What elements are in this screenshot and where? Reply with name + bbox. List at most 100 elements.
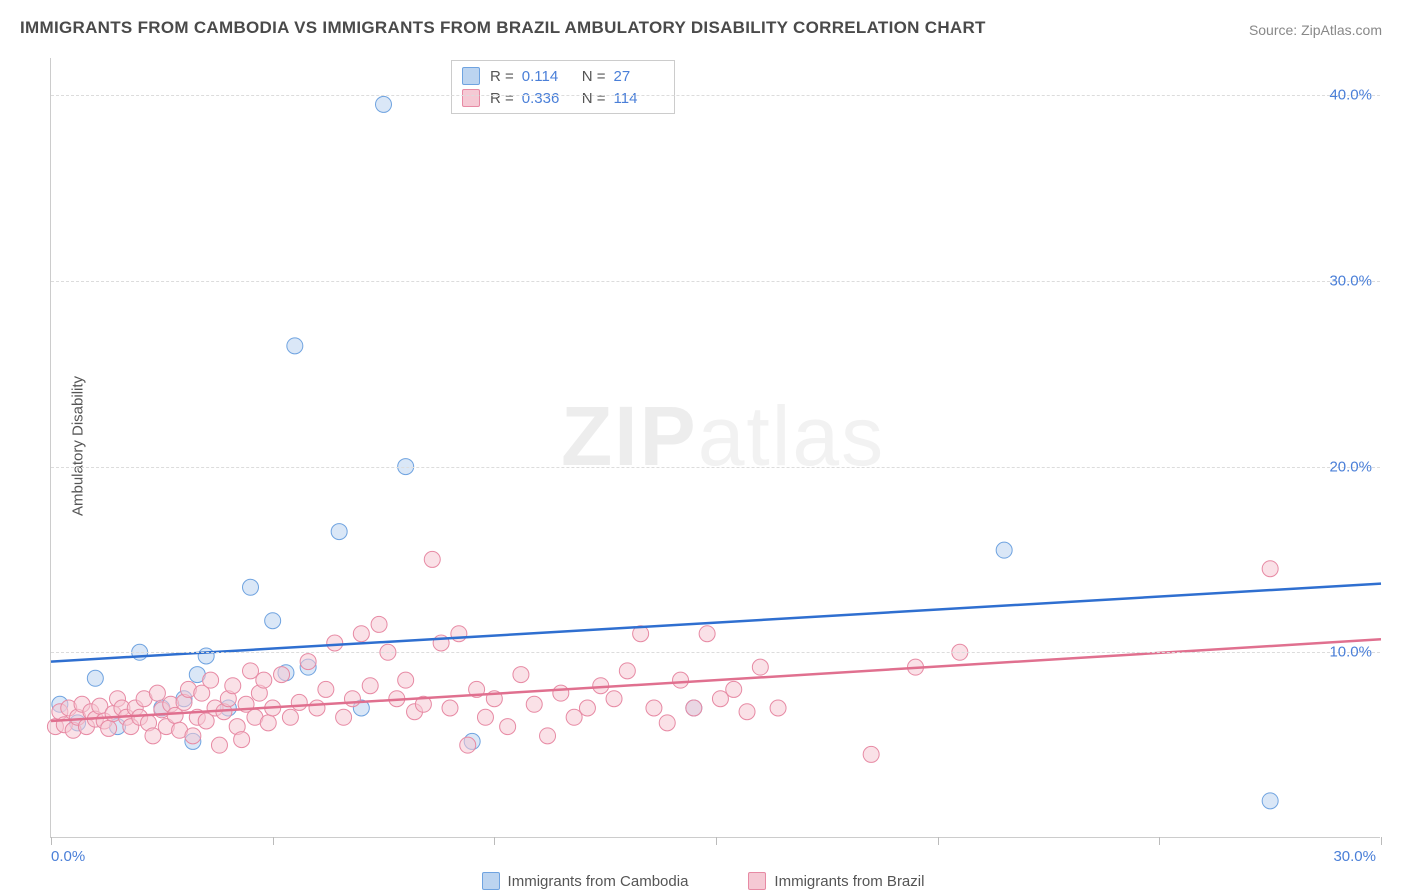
- x-tick-label: 0.0%: [51, 848, 85, 865]
- x-tick: [273, 837, 274, 845]
- data-point: [234, 732, 250, 748]
- data-point: [203, 672, 219, 688]
- legend-n-value: 114: [614, 90, 664, 107]
- data-point: [327, 635, 343, 651]
- data-point: [477, 709, 493, 725]
- legend-r-value: 0.336: [522, 90, 572, 107]
- data-point: [513, 667, 529, 683]
- data-point: [526, 696, 542, 712]
- data-point: [566, 709, 582, 725]
- x-tick: [1159, 837, 1160, 845]
- y-tick-label: 40.0%: [1329, 87, 1372, 104]
- x-tick: [1381, 837, 1382, 845]
- data-point: [686, 700, 702, 716]
- data-point: [211, 737, 227, 753]
- data-point: [344, 691, 360, 707]
- data-point: [87, 670, 103, 686]
- data-point: [460, 737, 476, 753]
- gridline: [51, 652, 1380, 653]
- legend-swatch: [462, 67, 480, 85]
- data-point: [198, 648, 214, 664]
- gridline: [51, 467, 1380, 468]
- data-point: [863, 746, 879, 762]
- data-point: [336, 709, 352, 725]
- data-point: [282, 709, 298, 725]
- data-point: [260, 715, 276, 731]
- data-point: [243, 663, 259, 679]
- x-tick: [716, 837, 717, 845]
- x-tick: [494, 837, 495, 845]
- data-point: [1262, 793, 1278, 809]
- data-point: [1262, 561, 1278, 577]
- legend-swatch: [462, 89, 480, 107]
- legend-swatch: [748, 872, 766, 890]
- data-point: [225, 678, 241, 694]
- series-legend: Immigrants from Cambodia Immigrants from …: [0, 872, 1406, 890]
- series-legend-item: Immigrants from Brazil: [748, 872, 924, 890]
- data-point: [398, 672, 414, 688]
- data-point: [739, 704, 755, 720]
- data-point: [291, 694, 307, 710]
- data-point: [424, 551, 440, 567]
- chart-svg: [51, 58, 1380, 837]
- data-point: [145, 728, 161, 744]
- data-point: [149, 685, 165, 701]
- data-point: [770, 700, 786, 716]
- y-tick-label: 20.0%: [1329, 458, 1372, 475]
- data-point: [243, 579, 259, 595]
- data-point: [309, 700, 325, 716]
- legend-r-value: 0.114: [522, 68, 572, 85]
- data-point: [442, 700, 458, 716]
- legend-row: R = 0.336 N = 114: [462, 87, 664, 109]
- data-point: [300, 654, 316, 670]
- correlation-legend: R = 0.114 N = 27 R = 0.336 N = 114: [451, 60, 675, 114]
- data-point: [726, 681, 742, 697]
- series-legend-label: Immigrants from Cambodia: [508, 873, 689, 890]
- source-attribution: Source: ZipAtlas.com: [1249, 22, 1382, 38]
- data-point: [451, 626, 467, 642]
- data-point: [659, 715, 675, 731]
- data-point: [371, 616, 387, 632]
- legend-n-label: N =: [582, 90, 606, 107]
- data-point: [500, 719, 516, 735]
- data-point: [699, 626, 715, 642]
- y-tick-label: 30.0%: [1329, 272, 1372, 289]
- data-point: [752, 659, 768, 675]
- series-legend-label: Immigrants from Brazil: [774, 873, 924, 890]
- data-point: [606, 691, 622, 707]
- legend-r-label: R =: [490, 90, 514, 107]
- data-point: [362, 678, 378, 694]
- data-point: [265, 613, 281, 629]
- x-tick: [938, 837, 939, 845]
- data-point: [101, 720, 117, 736]
- plot-area: ZIPatlas R =0.114N =27R =0.336N =114 10.…: [50, 58, 1380, 838]
- legend-row: R = 0.114 N = 27: [462, 65, 664, 87]
- data-point: [256, 672, 272, 688]
- x-tick: [51, 837, 52, 845]
- data-point: [646, 700, 662, 716]
- x-tick-label: 30.0%: [1333, 848, 1376, 865]
- source-link[interactable]: ZipAtlas.com: [1301, 22, 1382, 38]
- legend-r-label: R =: [490, 68, 514, 85]
- data-point: [540, 728, 556, 744]
- data-point: [287, 338, 303, 354]
- gridline: [51, 281, 1380, 282]
- gridline: [51, 95, 1380, 96]
- series-legend-item: Immigrants from Cambodia: [482, 872, 689, 890]
- data-point: [331, 524, 347, 540]
- source-label: Source:: [1249, 22, 1297, 38]
- data-point: [673, 672, 689, 688]
- legend-n-value: 27: [614, 68, 664, 85]
- chart-title: IMMIGRANTS FROM CAMBODIA VS IMMIGRANTS F…: [20, 18, 986, 38]
- legend-swatch: [482, 872, 500, 890]
- legend-n-label: N =: [582, 68, 606, 85]
- data-point: [274, 667, 290, 683]
- data-point: [318, 681, 334, 697]
- data-point: [553, 685, 569, 701]
- data-point: [353, 626, 369, 642]
- data-point: [185, 728, 201, 744]
- y-tick-label: 10.0%: [1329, 644, 1372, 661]
- data-point: [996, 542, 1012, 558]
- data-point: [619, 663, 635, 679]
- data-point: [579, 700, 595, 716]
